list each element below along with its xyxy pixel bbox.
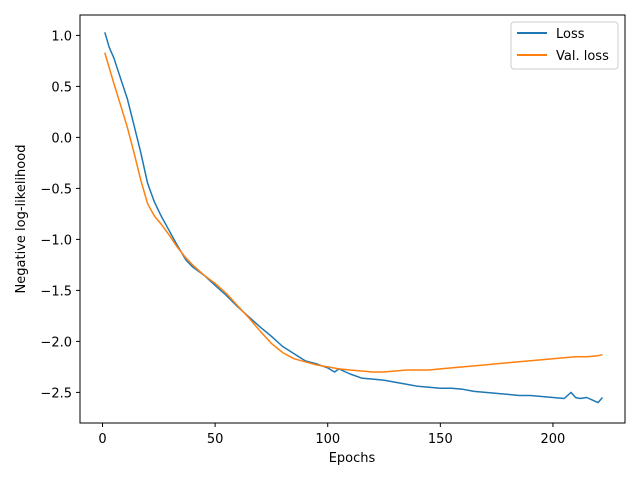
x-tick-label: 200 (541, 432, 566, 447)
plot-frame (79, 14, 626, 424)
x-tick-label: 100 (315, 432, 340, 447)
y-tick-label: −0.5 (40, 182, 72, 197)
x-tick-label: 150 (428, 432, 453, 447)
x-axis-label: Epochs (329, 451, 376, 466)
series-layer (104, 32, 604, 404)
legend: Loss Val. loss (510, 21, 619, 70)
y-tick-label: 0.0 (51, 131, 72, 146)
legend-label-loss: Loss (556, 27, 585, 42)
series-line-1 (104, 52, 603, 373)
y-tick-label: −2.5 (40, 386, 72, 401)
series-line-0 (104, 32, 604, 404)
y-tick-label: 0.5 (51, 80, 72, 95)
y-tick-label: −1.5 (40, 284, 72, 299)
y-tick-label: −1.0 (40, 233, 72, 248)
axis-ticks: 0 50 100 150 200 1.0 0.5 0.0 −0.5 −1.0 −1.5 −2.0 −2.… (40, 29, 565, 447)
y-axis-label: Negative log-likelihood (14, 145, 29, 294)
x-tick-label: 50 (207, 432, 224, 447)
x-tick-label: 0 (98, 432, 106, 447)
y-tick-label: −2.0 (40, 335, 72, 350)
y-tick-label: 1.0 (51, 29, 72, 44)
legend-label-val-loss: Val. loss (556, 49, 609, 64)
